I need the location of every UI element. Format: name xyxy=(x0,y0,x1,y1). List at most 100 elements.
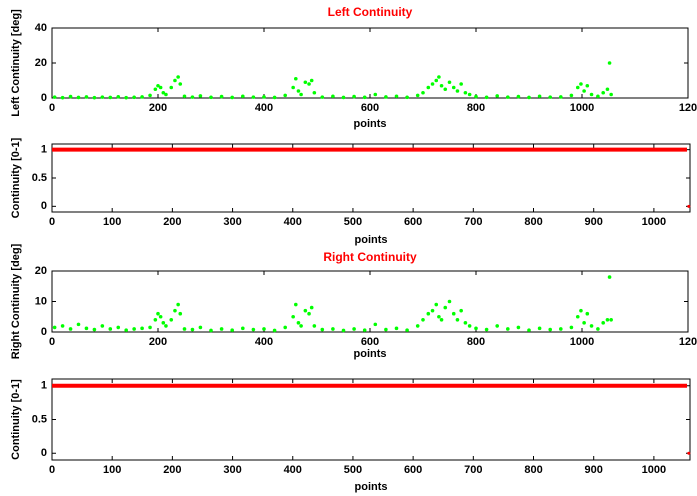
x-tick-label: 300 xyxy=(223,216,241,228)
point xyxy=(178,82,183,86)
x-tick-label: 1000 xyxy=(642,216,666,228)
point xyxy=(161,90,166,95)
point xyxy=(251,95,256,99)
point xyxy=(303,80,308,85)
point xyxy=(241,326,245,331)
point xyxy=(140,95,144,99)
point xyxy=(495,324,500,328)
y-tick-label: 0 xyxy=(41,92,47,104)
point xyxy=(506,327,510,331)
point xyxy=(68,327,73,331)
point xyxy=(132,327,136,331)
x-tick-label: 200 xyxy=(163,216,181,228)
point xyxy=(294,76,298,81)
point xyxy=(439,83,444,88)
point xyxy=(373,92,378,97)
point xyxy=(426,85,431,90)
point xyxy=(176,302,180,307)
point xyxy=(182,327,187,331)
x-tick-label: 900 xyxy=(585,464,603,476)
plot-area xyxy=(51,378,691,461)
x-tick-label: 1000 xyxy=(642,464,666,476)
point xyxy=(434,302,439,307)
point xyxy=(484,95,489,100)
point xyxy=(60,324,65,328)
point xyxy=(262,95,266,99)
point xyxy=(455,318,460,322)
point xyxy=(495,94,500,98)
point xyxy=(294,302,298,307)
point xyxy=(463,90,468,95)
point xyxy=(312,324,317,328)
point xyxy=(607,61,612,65)
y-tick-label: 20 xyxy=(35,57,47,69)
y-tick-label: 0 xyxy=(41,326,47,338)
point xyxy=(527,328,531,332)
plot-area xyxy=(51,27,689,99)
point xyxy=(92,95,97,100)
point xyxy=(394,326,399,331)
x-tick-label: 500 xyxy=(344,216,362,228)
point xyxy=(161,321,166,325)
x-tick-label: 1000 xyxy=(570,102,594,114)
point xyxy=(455,89,460,93)
point xyxy=(352,94,356,99)
point xyxy=(84,95,89,99)
point xyxy=(596,327,600,331)
point xyxy=(437,314,441,319)
point xyxy=(209,95,213,100)
point xyxy=(527,95,531,100)
y-axis-label: Right Continuity [deg] xyxy=(10,243,22,359)
point xyxy=(100,95,105,99)
point xyxy=(307,311,311,316)
x-tick-label: 700 xyxy=(464,464,482,476)
point xyxy=(190,95,195,99)
point xyxy=(537,94,542,99)
point xyxy=(173,308,177,313)
point xyxy=(362,328,367,332)
point xyxy=(331,327,335,331)
y-tick-label: 0.5 xyxy=(32,413,47,425)
point xyxy=(352,327,356,331)
point xyxy=(158,85,163,90)
point xyxy=(291,85,295,90)
chart-title: Left Continuity xyxy=(328,5,413,19)
point xyxy=(384,95,388,99)
point xyxy=(589,324,594,328)
x-tick-label: 700 xyxy=(464,216,482,228)
point xyxy=(459,308,463,313)
point xyxy=(262,327,266,331)
point xyxy=(548,327,552,332)
point xyxy=(124,95,128,100)
x-tick-label: 200 xyxy=(149,102,167,114)
x-tick-label: 100 xyxy=(103,464,121,476)
point xyxy=(108,95,113,100)
point xyxy=(52,95,57,99)
point xyxy=(132,95,136,100)
x-tick-label: 800 xyxy=(524,216,542,228)
point xyxy=(605,318,610,322)
point xyxy=(148,93,152,98)
point xyxy=(609,92,613,97)
point xyxy=(230,95,234,100)
point xyxy=(467,92,472,97)
point xyxy=(84,326,89,331)
point xyxy=(169,85,174,90)
x-axis-label: points xyxy=(354,348,387,360)
x-axis-label: points xyxy=(354,118,387,130)
point xyxy=(582,321,586,325)
y-tick-label: 0 xyxy=(41,447,47,459)
x-tick-label: 600 xyxy=(361,102,379,114)
point xyxy=(309,305,314,310)
point xyxy=(92,327,97,332)
point xyxy=(68,94,73,99)
point xyxy=(296,89,301,93)
point xyxy=(384,327,388,332)
point xyxy=(548,95,552,99)
x-tick-label: 100 xyxy=(103,216,121,228)
point xyxy=(307,82,311,86)
y-tick-label: 10 xyxy=(35,295,47,307)
point xyxy=(439,318,444,322)
point xyxy=(607,275,612,279)
point xyxy=(467,324,472,328)
